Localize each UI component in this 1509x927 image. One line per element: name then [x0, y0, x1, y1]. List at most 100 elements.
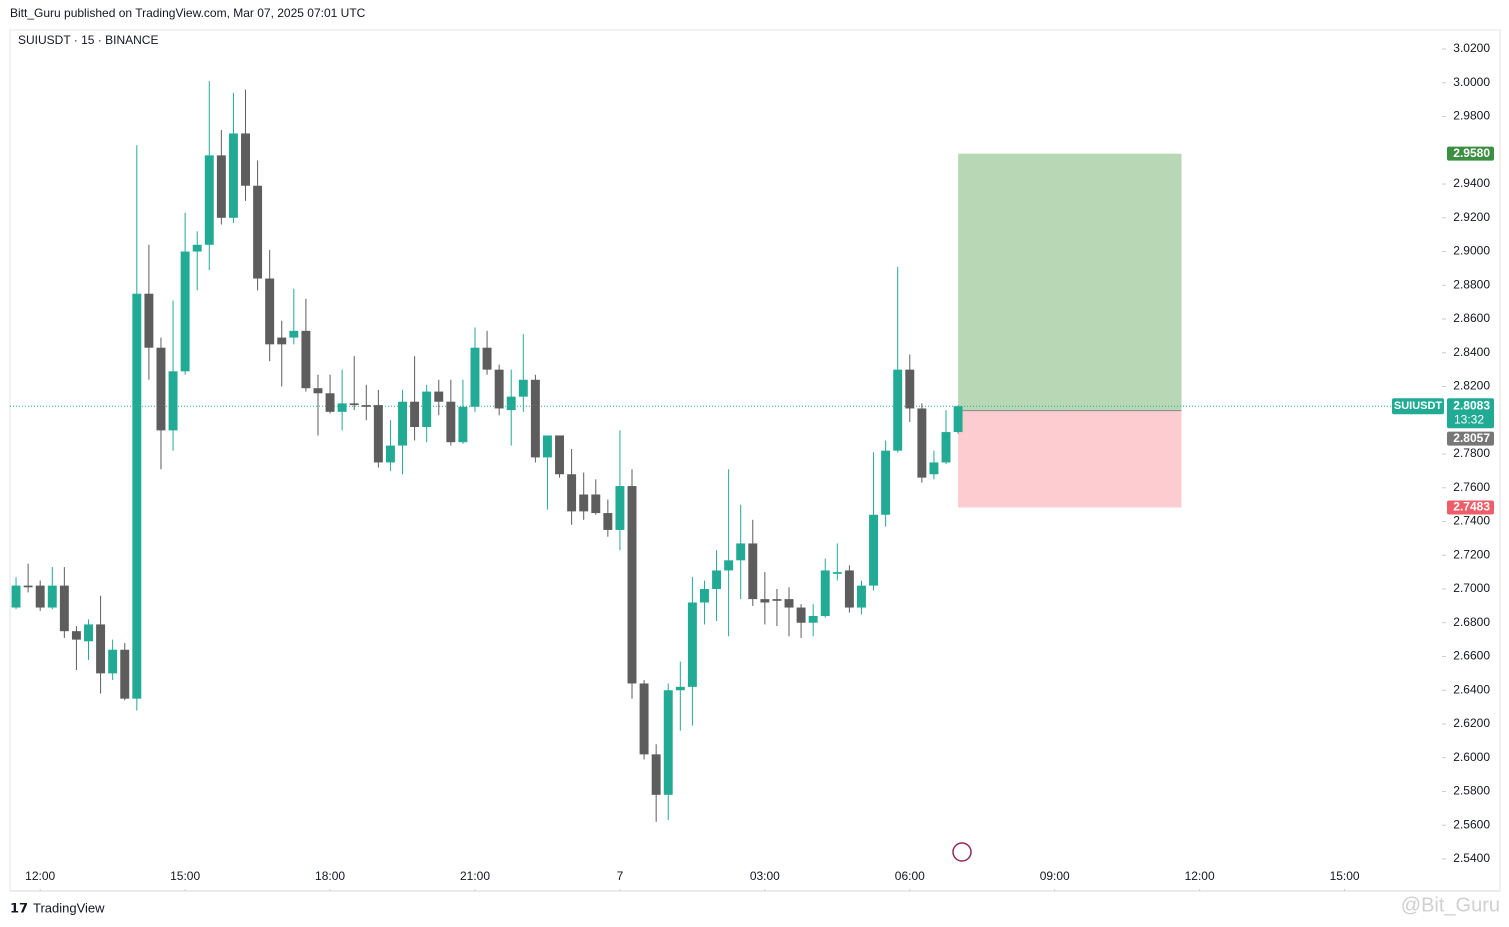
- candle-body: [422, 391, 432, 428]
- candle-body: [518, 379, 528, 397]
- candle-body: [844, 570, 854, 608]
- chart-frame: [9, 29, 1501, 892]
- symbol-badge: [1392, 398, 1444, 415]
- candle-body: [325, 393, 335, 412]
- x-tick-label: 21:00: [460, 869, 490, 883]
- event-icon[interactable]: [952, 842, 972, 862]
- y-tick-label: 2.9200: [1453, 210, 1490, 224]
- y-tick-label: 2.7000: [1453, 581, 1490, 595]
- candle-body: [772, 599, 782, 601]
- y-tick-label: 2.7800: [1453, 446, 1490, 460]
- candle-body: [96, 624, 106, 674]
- x-tick-label: 15:00: [1330, 869, 1360, 883]
- candle-body: [23, 585, 33, 588]
- y-tick-label: 2.9800: [1453, 109, 1490, 123]
- candle-body: [651, 754, 661, 795]
- candle-body: [820, 570, 830, 616]
- candle-body: [506, 396, 516, 411]
- candle-body: [71, 631, 81, 640]
- y-tick-label: 2.6400: [1453, 682, 1490, 696]
- candle-body: [615, 486, 625, 530]
- candle-body: [953, 406, 963, 433]
- candle-body: [796, 607, 806, 623]
- stop-badge: [1447, 500, 1494, 515]
- entry-badge-label: 2.8057: [1453, 431, 1490, 445]
- candle-body: [929, 462, 939, 475]
- candle-body: [579, 494, 589, 512]
- target-badge: [1447, 146, 1494, 161]
- candle-body: [893, 369, 903, 451]
- candle-body: [482, 347, 492, 370]
- candle-body: [434, 391, 444, 402]
- candle-body: [869, 514, 879, 586]
- candle-body: [458, 406, 468, 443]
- candle-body: [11, 585, 21, 608]
- candle-body: [59, 585, 69, 632]
- x-tick-label: 09:00: [1040, 869, 1070, 883]
- candle-body: [108, 649, 118, 674]
- y-tick-label: 2.5400: [1453, 851, 1490, 865]
- candle-body: [494, 369, 504, 409]
- stop-badge-label: 2.7483: [1453, 500, 1490, 514]
- brand: TradingView: [33, 900, 105, 915]
- profit-zone: [958, 153, 1182, 411]
- candle-body: [675, 686, 685, 691]
- candle-body: [832, 572, 842, 574]
- brand-logo: 𝟭𝟳: [10, 900, 28, 915]
- y-tick-label: 2.6800: [1453, 615, 1490, 629]
- candle-body: [277, 337, 287, 345]
- y-tick-label: 2.9000: [1453, 244, 1490, 258]
- candle-body: [313, 388, 323, 394]
- x-tick-label: 03:00: [750, 869, 780, 883]
- candle-body: [881, 450, 891, 515]
- candle-body: [857, 585, 866, 608]
- candle-body: [941, 432, 951, 463]
- y-tick-label: 2.6600: [1453, 649, 1490, 663]
- candle-body: [253, 185, 263, 279]
- countdown: 13:32: [1454, 412, 1484, 426]
- candle-body: [337, 403, 347, 412]
- candle-body: [639, 683, 649, 755]
- candle-body: [555, 435, 565, 475]
- x-tick-label: 18:00: [315, 869, 345, 883]
- candle-body: [410, 401, 420, 428]
- candle-body: [470, 347, 480, 407]
- y-tick-label: 2.8400: [1453, 345, 1490, 359]
- candle-body: [603, 513, 613, 530]
- candle-body: [808, 615, 818, 623]
- candle-body: [784, 599, 794, 608]
- candle-body: [542, 435, 552, 458]
- last-price-label: 2.8083: [1453, 398, 1490, 412]
- candle-body: [180, 251, 190, 372]
- symbol-badge-label: SUIUSDT: [1394, 400, 1443, 412]
- candle-body: [687, 602, 697, 687]
- candle-body: [241, 133, 250, 186]
- candle-body: [663, 690, 673, 795]
- candle-body: [216, 155, 226, 218]
- y-tick-label: 2.9400: [1453, 176, 1490, 190]
- candle-body: [84, 624, 93, 642]
- candle-body: [132, 293, 142, 699]
- y-tick-label: 2.5600: [1453, 817, 1490, 831]
- candle-body: [289, 330, 299, 338]
- candle-body: [530, 379, 540, 458]
- candle-body: [156, 347, 166, 431]
- y-tick-label: 3.0000: [1453, 75, 1490, 89]
- candle-body: [373, 405, 383, 463]
- candle-body: [204, 155, 214, 245]
- candle-body: [748, 543, 758, 600]
- y-tick-label: 2.8800: [1453, 277, 1490, 291]
- candle-body: [265, 278, 275, 345]
- entry-badge: [1447, 431, 1494, 446]
- x-tick-label: 12:00: [25, 869, 55, 883]
- candle-body: [398, 401, 407, 446]
- candle-body: [228, 133, 238, 218]
- x-tick-label: 15:00: [170, 869, 200, 883]
- y-tick-label: 2.8600: [1453, 311, 1490, 325]
- candle-body: [120, 649, 130, 699]
- candle-body: [567, 474, 577, 512]
- candle-body: [144, 293, 154, 348]
- candle-body: [361, 405, 371, 407]
- candle-body: [627, 486, 637, 684]
